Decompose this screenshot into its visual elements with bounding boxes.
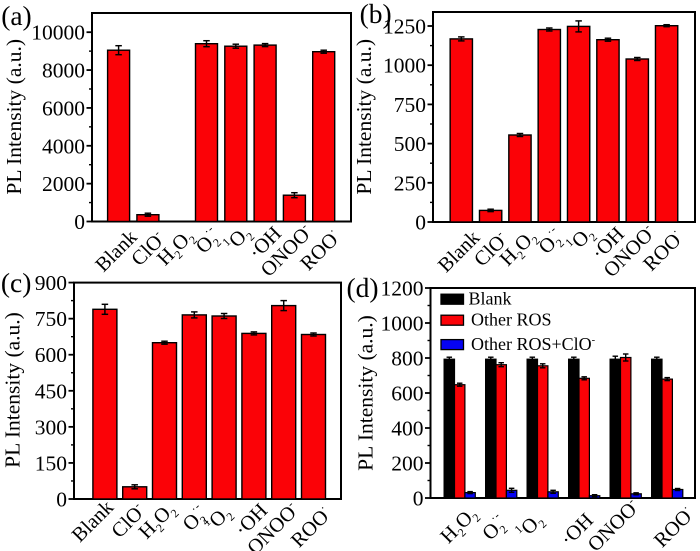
svg-text:(d): (d): [347, 272, 379, 303]
svg-text:6000: 6000: [42, 96, 85, 120]
svg-text:750: 750: [394, 93, 426, 117]
svg-text:600: 600: [35, 343, 67, 367]
svg-text:0: 0: [413, 487, 424, 511]
svg-text:PL Intensity (a.u.): PL Intensity (a.u.): [352, 39, 376, 195]
svg-text:Other ROS: Other ROS: [471, 310, 552, 330]
svg-text:750: 750: [35, 307, 67, 331]
svg-text:Other ROS+ClO-: Other ROS+ClO-: [471, 334, 596, 354]
svg-text:(c): (c): [1, 267, 32, 298]
svg-text:500: 500: [394, 132, 426, 156]
svg-text:0: 0: [74, 210, 85, 234]
svg-text:600: 600: [391, 382, 423, 406]
svg-text:1250: 1250: [383, 15, 426, 39]
svg-text:4000: 4000: [42, 134, 85, 158]
svg-text:200: 200: [391, 452, 423, 476]
svg-text:PL Intensity (a.u.): PL Intensity (a.u.): [1, 312, 25, 468]
svg-text:(a): (a): [1, 0, 32, 31]
svg-text:PL Intensity (a.u.): PL Intensity (a.u.): [354, 315, 378, 471]
svg-text:10000: 10000: [31, 21, 85, 45]
svg-text:1200: 1200: [381, 277, 424, 301]
svg-text:250: 250: [394, 171, 426, 195]
svg-text:1000: 1000: [381, 312, 424, 336]
svg-text:900: 900: [35, 271, 67, 295]
svg-text:8000: 8000: [42, 59, 85, 83]
svg-text:150: 150: [35, 451, 67, 475]
svg-text:1000: 1000: [383, 54, 426, 78]
svg-text:(b): (b): [360, 0, 392, 29]
svg-text:2000: 2000: [42, 172, 85, 196]
svg-text:0: 0: [415, 211, 426, 235]
svg-text:0: 0: [56, 488, 67, 512]
svg-text:Blank: Blank: [469, 288, 512, 308]
svg-text:PL Intensity (a.u.): PL Intensity (a.u.): [2, 39, 26, 195]
svg-text:300: 300: [35, 415, 67, 439]
svg-text:800: 800: [391, 347, 423, 371]
svg-text:450: 450: [35, 379, 67, 403]
svg-text:400: 400: [391, 417, 423, 441]
